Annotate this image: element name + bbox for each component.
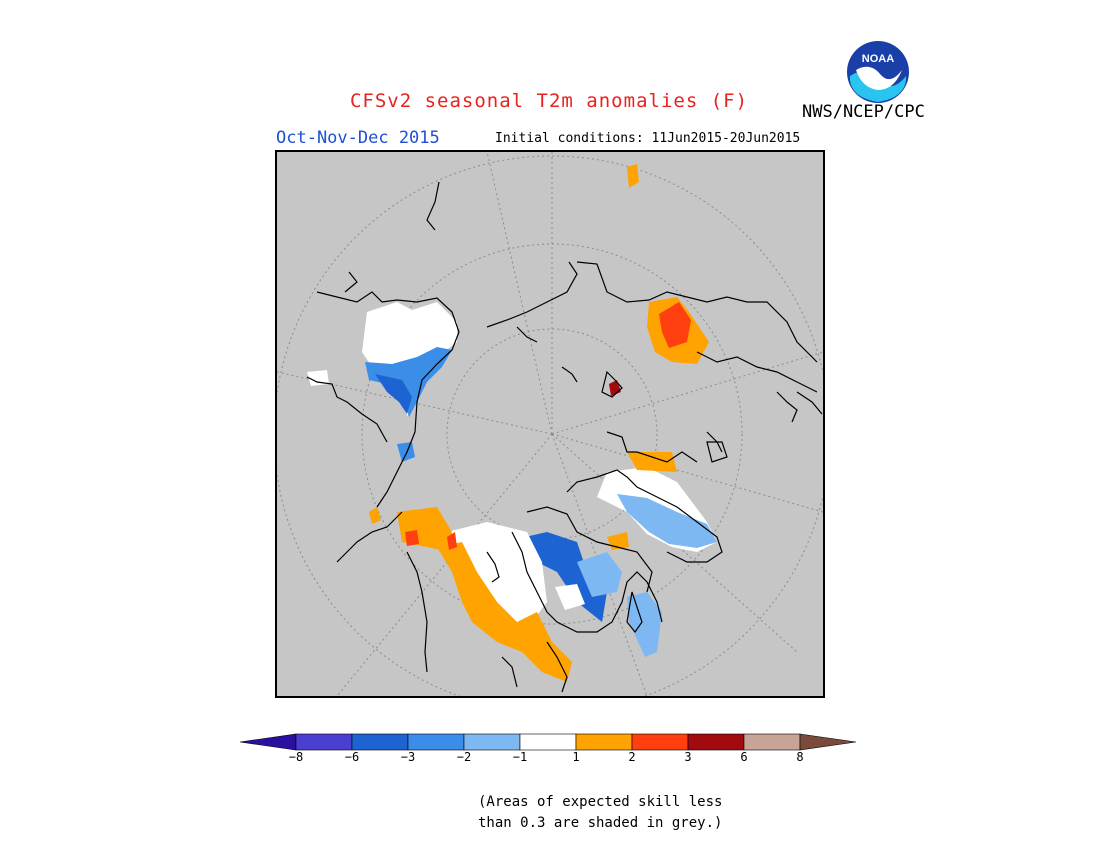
colorbar-arrow-left [240,733,297,751]
colorbar-cell [463,733,521,751]
colorbar-tick-label: 6 [740,750,748,764]
colorbar-cell [631,733,689,751]
colorbar-tick-label: −2 [456,750,472,764]
colorbar-cell [743,733,801,751]
colorbar-cell [407,733,465,751]
logo-text: NOAA [862,53,894,65]
agency-label: NWS/NCEP/CPC [802,102,925,122]
chart-title: CFSv2 seasonal T2m anomalies (F) [349,90,749,112]
colorbar-tick-label: 1 [572,750,580,764]
colorbar-cell [687,733,745,751]
graticule [277,152,823,696]
colorbar-cell [519,733,577,751]
skill-note: (Areas of expected skill less than 0.3 a… [478,792,722,834]
colorbar-ticks: −8 −6 −3 −2 −1 1 2 3 6 8 [0,750,1100,770]
colorbar-cell [351,733,409,751]
initial-conditions-label: Initial conditions: 11Jun2015-20Jun2015 [495,131,801,146]
polar-map-canvas [277,152,823,696]
anomaly-north-america [369,452,717,682]
polar-map [275,150,825,698]
season-label: Oct-Nov-Dec 2015 [276,128,440,148]
anomaly-europe [307,302,457,462]
colorbar-tick-label: −8 [288,750,304,764]
skill-note-line-1: (Areas of expected skill less [478,794,723,810]
coastlines [306,181,823,693]
colorbar-tick-label: −6 [344,750,360,764]
colorbar-tick-label: −1 [512,750,528,764]
skill-note-line-2: than 0.3 are shaded in grey.) [478,815,723,831]
noaa-logo-icon: NOAA [847,41,909,103]
colorbar-tick-label: −3 [400,750,416,764]
colorbar [240,733,857,751]
colorbar-cell [575,733,633,751]
colorbar-cell [295,733,353,751]
colorbar-tick-label: 3 [684,750,692,764]
colorbar-tick-label: 2 [628,750,636,764]
colorbar-tick-label: 8 [796,750,804,764]
colorbar-arrow-right [799,733,857,751]
